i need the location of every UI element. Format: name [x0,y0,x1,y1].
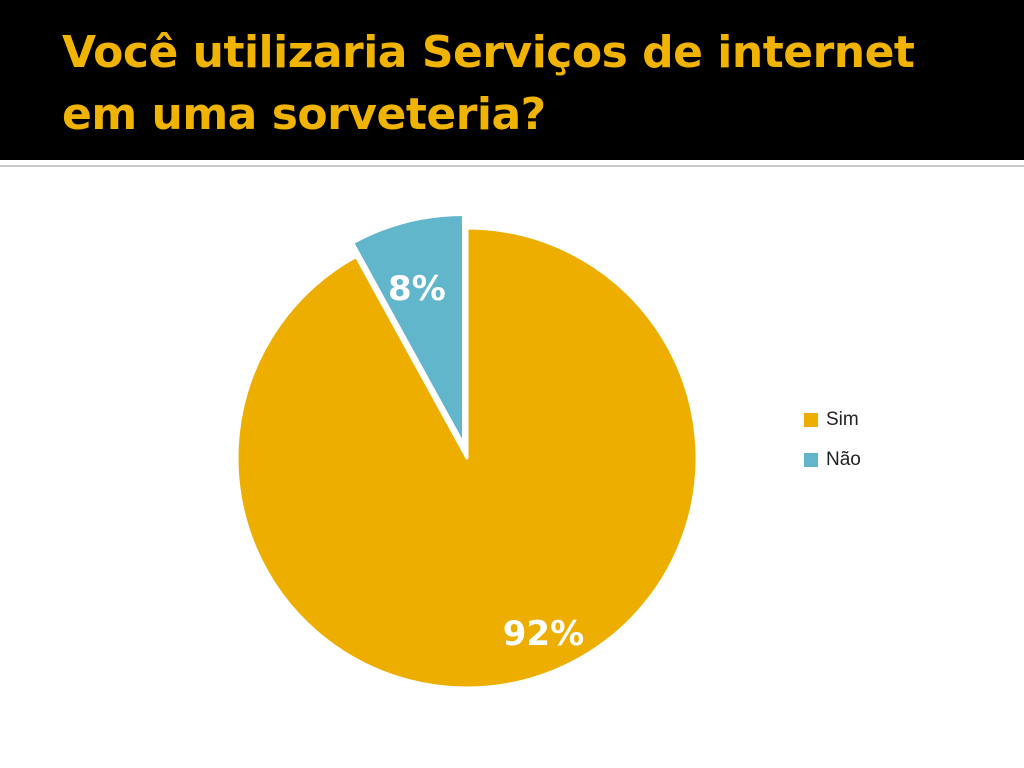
data-label-sim: 92% [503,614,584,654]
pie-slice-nao [351,212,466,446]
legend-swatch-0 [804,413,818,427]
legend-swatch-1 [804,453,818,467]
pie-data-labels: 92% 8% [388,269,584,654]
pie-slices [235,212,699,690]
chart-legend: Sim Não [804,409,861,470]
slide-title: Você utilizaria Serviços de internet em … [62,27,915,140]
legend-label-0: Sim [826,409,859,430]
data-label-nao: 8% [388,269,446,309]
title-bar: Você utilizaria Serviços de internet em … [0,0,1024,160]
title-divider [0,165,1024,167]
legend-label-1: Não [826,449,861,470]
pie-slice-sim [235,226,699,690]
